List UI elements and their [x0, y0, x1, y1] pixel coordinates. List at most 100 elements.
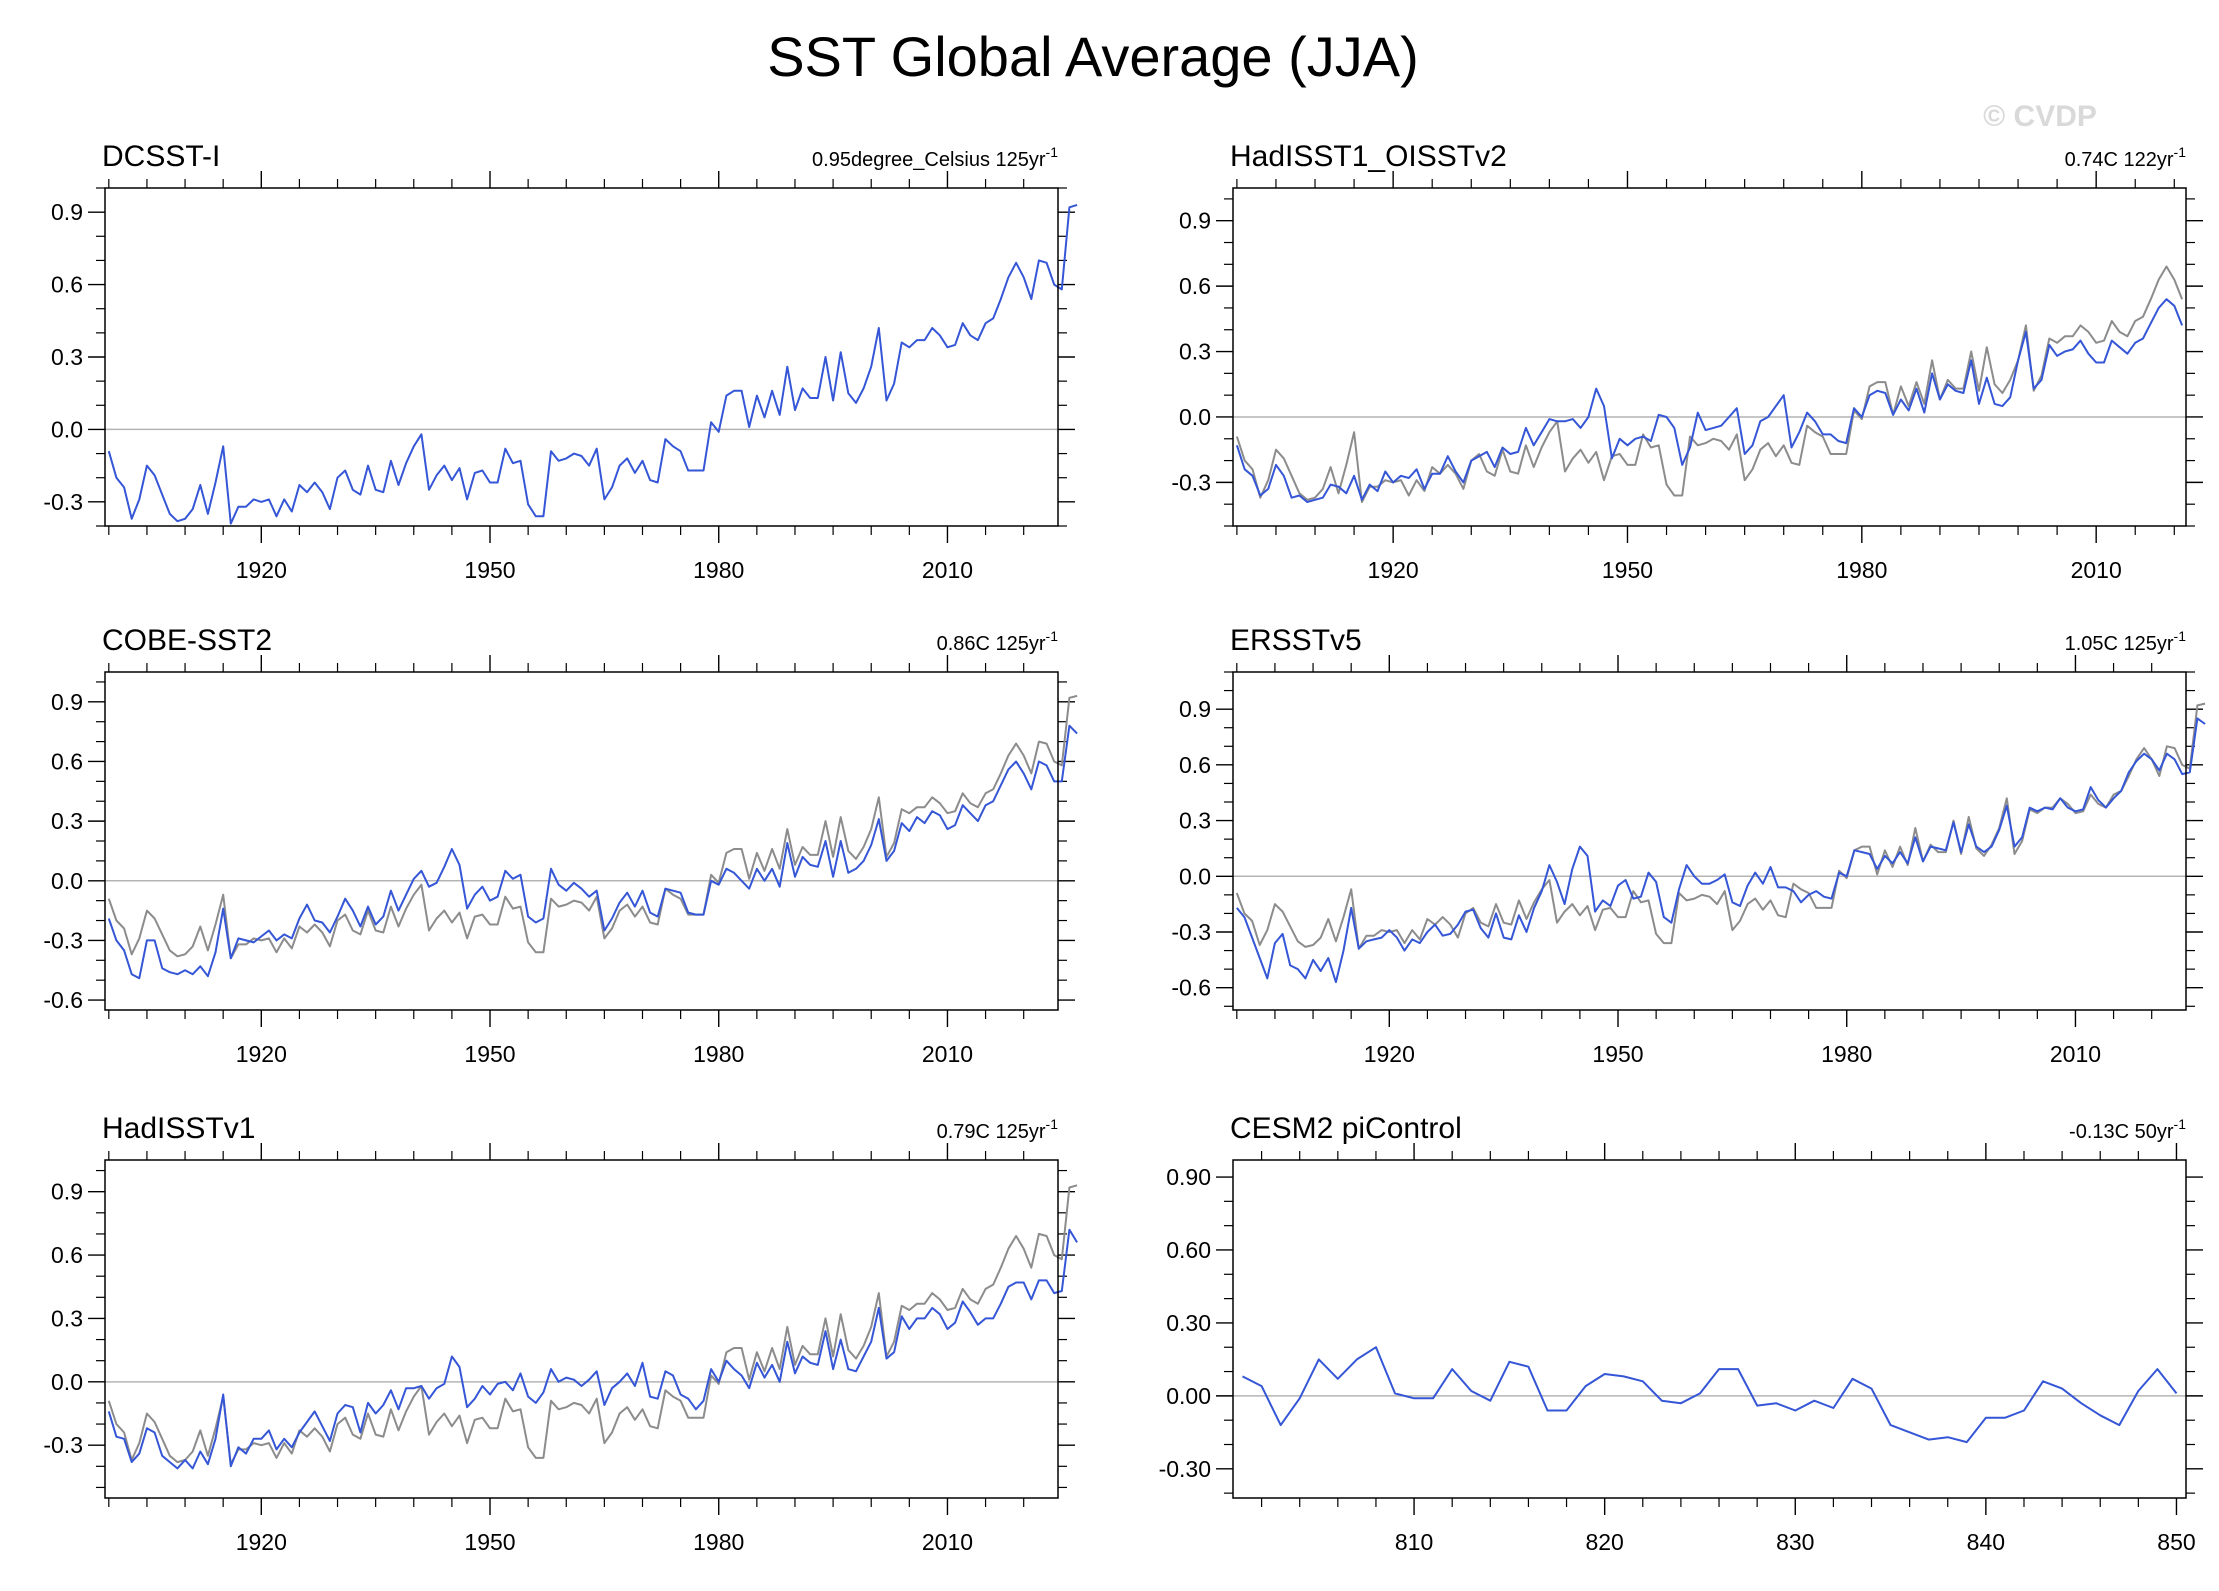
trend-label: 0.74C 122yr-1 [2065, 144, 2187, 171]
panel-title: DCSST-I [102, 140, 220, 173]
x-tick-label: 850 [2157, 1529, 2195, 1555]
series-line-primary [1235, 298, 2184, 503]
trend-period: 125yr [996, 633, 1046, 655]
trend-exponent: -1 [2174, 1116, 2187, 1132]
trend-value: 0.86C [937, 633, 990, 655]
y-tick-label: 0.9 [51, 199, 83, 225]
panel-title: ERSSTv5 [1230, 624, 1362, 657]
y-tick-label: -0.3 [43, 927, 83, 953]
trend-value: 0.74C [2065, 149, 2118, 171]
y-tick-label: 0.3 [51, 344, 83, 370]
y-tick-label: 0.0 [1179, 404, 1211, 430]
y-tick-label: 0.3 [1179, 339, 1211, 365]
x-tick-label: 1980 [1821, 1041, 1872, 1067]
trend-exponent: -1 [1046, 144, 1059, 160]
x-tick-label: 2010 [922, 557, 973, 583]
trend-label: 1.05C 125yr-1 [2065, 628, 2187, 655]
panel-title: COBE-SST2 [102, 624, 272, 657]
trend-label: 0.79C 125yr-1 [937, 1116, 1059, 1143]
y-tick-label: 0.6 [1179, 752, 1211, 778]
plot-frame [1232, 1159, 2187, 1499]
x-tick-label: 1980 [693, 1041, 744, 1067]
x-tick-label: 2010 [922, 1529, 973, 1555]
x-tick-label: 1920 [236, 557, 287, 583]
plot-frame [1232, 187, 2187, 527]
trend-value: 1.05C [2065, 633, 2118, 655]
trend-period: 122yr [2124, 149, 2174, 171]
series-line-primary [107, 1228, 1078, 1470]
y-tick-label: 0.0 [51, 1369, 83, 1395]
y-tick-label: 0.9 [51, 1179, 83, 1205]
trend-exponent: -1 [2174, 628, 2187, 644]
x-tick-label: 1950 [1592, 1041, 1643, 1067]
x-tick-label: 810 [1395, 1529, 1433, 1555]
trend-period: 125yr [996, 1121, 1046, 1143]
x-tick-label: 830 [1776, 1529, 1814, 1555]
trend-exponent: -1 [2174, 144, 2187, 160]
x-tick-label: 2010 [2050, 1041, 2101, 1067]
y-tick-label: 0.6 [51, 1242, 83, 1268]
series-line-primary [107, 724, 1078, 980]
trend-exponent: -1 [1046, 1116, 1059, 1132]
x-tick-label: 840 [1967, 1529, 2005, 1555]
plot-frame [1232, 671, 2187, 1011]
plot-frame [104, 187, 1059, 527]
panel-title: HadISST1_OISSTv2 [1230, 140, 1507, 173]
y-tick-label: -0.3 [43, 489, 83, 515]
trend-label: 0.95degree_Celsius 125yr-1 [812, 144, 1058, 171]
trend-period: 125yr [996, 149, 1046, 171]
x-tick-label: 1950 [464, 557, 515, 583]
x-tick-label: 820 [1585, 1529, 1623, 1555]
trend-value: 0.79C [937, 1121, 990, 1143]
plot-frame [104, 1159, 1059, 1499]
chart-panel: HadISSTv1 0.79C 125yr-1 1920 1950 1980 2010 -0… [43, 1112, 1078, 1555]
x-tick-label: 1920 [1364, 1041, 1415, 1067]
y-tick-label: -0.6 [43, 987, 83, 1013]
y-tick-label: 0.9 [51, 689, 83, 715]
chart-panel: CESM2 piControl -0.13C 50yr-1 810 820 830 840… [1159, 1112, 2203, 1555]
y-tick-label: 0.3 [1179, 808, 1211, 834]
y-tick-label: -0.3 [1171, 469, 1211, 495]
chart-panel: HadISST1_OISSTv2 0.74C 122yr-1 1920 1950 198… [1171, 140, 2203, 583]
y-tick-label: 0.60 [1166, 1237, 1211, 1263]
y-tick-label: 0.00 [1166, 1383, 1211, 1409]
series-line-primary [1242, 1346, 2178, 1444]
trend-period: 125yr [2124, 633, 2174, 655]
trend-label: 0.86C 125yr-1 [937, 628, 1059, 655]
y-tick-label: -0.6 [1171, 975, 1211, 1001]
trend-exponent: -1 [1046, 628, 1059, 644]
y-tick-label: 0.0 [1179, 863, 1211, 889]
watermark: © CVDP [1983, 100, 2097, 133]
series-line-reference [107, 1184, 1078, 1466]
y-tick-label: 0.3 [51, 1305, 83, 1331]
y-tick-label: 0.0 [51, 868, 83, 894]
x-tick-label: 2010 [922, 1041, 973, 1067]
y-tick-label: 0.0 [51, 416, 83, 442]
x-tick-label: 1980 [693, 1529, 744, 1555]
y-tick-label: -0.3 [1171, 919, 1211, 945]
x-tick-label: 1920 [1368, 557, 1419, 583]
series-line-reference [107, 694, 1078, 960]
x-tick-label: 1920 [236, 1529, 287, 1555]
series-line-reference [1235, 265, 2184, 503]
x-tick-label: 1980 [693, 557, 744, 583]
y-tick-label: 0.6 [51, 272, 83, 298]
panel-title: CESM2 piControl [1230, 1112, 1462, 1145]
y-tick-label: 0.3 [51, 808, 83, 834]
series-line-primary [1236, 717, 2206, 984]
chart-panel: ERSSTv5 1.05C 125yr-1 1920 1950 1980 2010 -0.6… [1171, 624, 2206, 1067]
series-line-reference [1235, 702, 2206, 950]
figure-title: SST Global Average (JJA) [767, 25, 1419, 88]
trend-period: 50yr [2135, 1121, 2174, 1143]
y-tick-label: -0.30 [1159, 1456, 1211, 1482]
y-tick-label: -0.3 [43, 1432, 83, 1458]
panels-container: DCSST-I 0.95degree_Celsius 125yr-1 1920 195… [43, 140, 2206, 1555]
plot-frame [104, 671, 1059, 1011]
x-tick-label: 1950 [464, 1041, 515, 1067]
trend-label: -0.13C 50yr-1 [2069, 1116, 2186, 1143]
chart-panel: COBE-SST2 0.86C 125yr-1 1920 1950 1980 2010 -0… [43, 624, 1078, 1067]
x-tick-label: 2010 [2071, 557, 2122, 583]
y-tick-label: 0.30 [1166, 1310, 1211, 1336]
y-tick-label: 0.90 [1166, 1164, 1211, 1190]
